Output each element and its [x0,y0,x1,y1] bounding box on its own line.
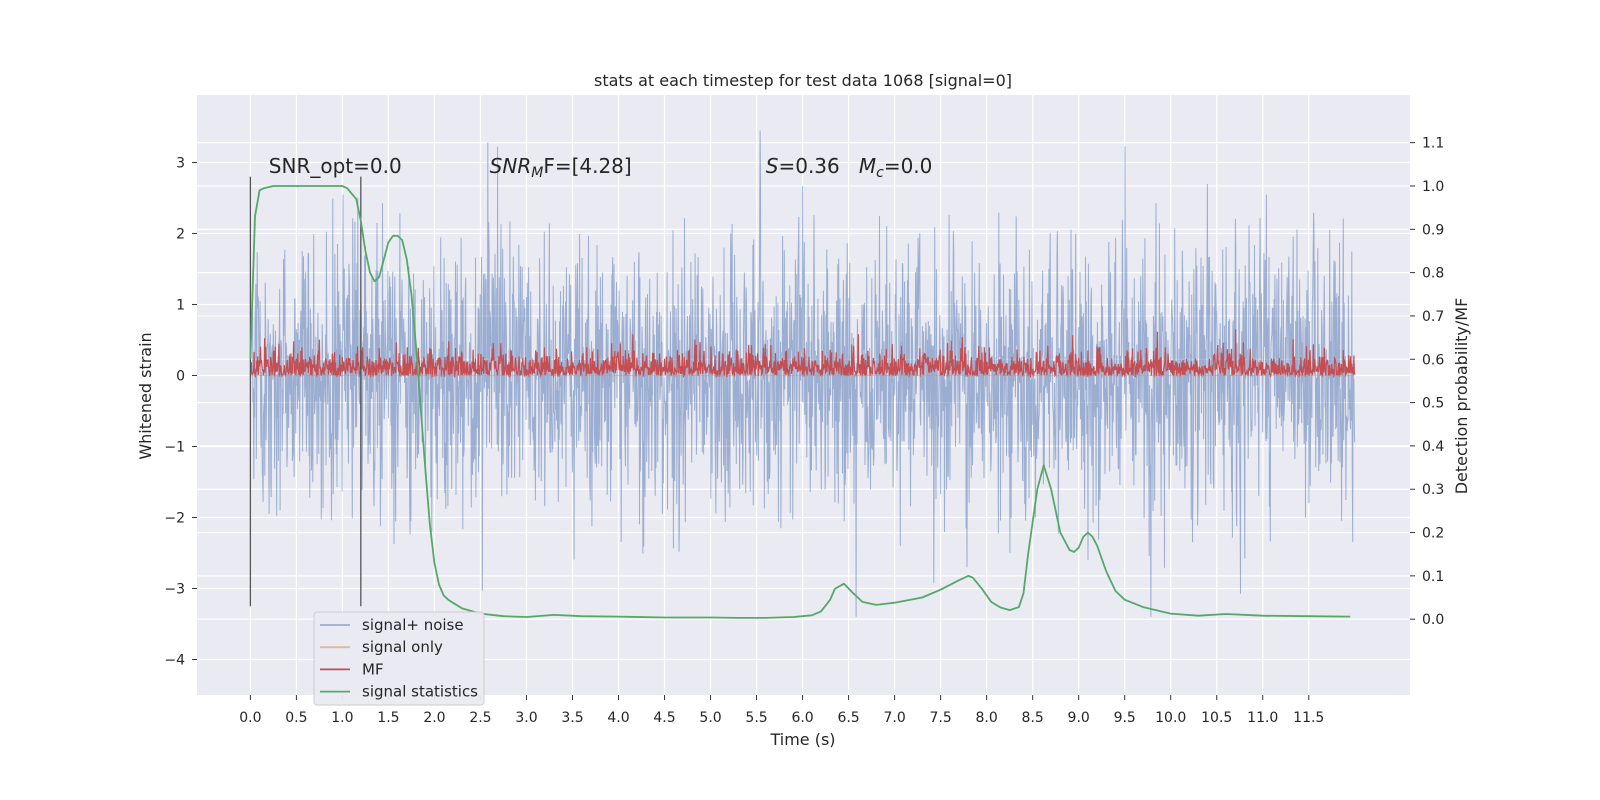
y2-tick-label: 0.2 [1422,526,1444,542]
y2-tick-label: 0.8 [1422,266,1444,282]
y2-axis-label: Detection probability/MF [1452,298,1471,495]
x-tick-label: 5.0 [699,710,721,726]
x-tick-label: 6.5 [837,710,859,726]
x-axis-ticks: 0.0 0.5 1.0 1.5 2.0 2.5 3.0 3.5 4.0 4.5 5.0 5.5 6.0 6… [239,695,1324,726]
legend-label: signal only [362,638,443,656]
x-tick-label: 9.0 [1068,710,1090,726]
x-tick-label: 1.0 [331,710,353,726]
y2-tick-label: 0.7 [1422,309,1444,325]
x-tick-label: 1.5 [377,710,399,726]
y-tick-label: −1 [164,439,185,455]
x-tick-label: 5.5 [745,710,767,726]
x-tick-label: 8.0 [976,710,998,726]
y-tick-label: 0 [176,368,185,384]
x-tick-label: 4.0 [607,710,629,726]
legend-label: signal statistics [362,683,478,701]
y2-tick-label: 0.5 [1422,396,1444,412]
x-tick-label: 11.5 [1293,710,1324,726]
y2-tick-label: 1.1 [1422,136,1444,152]
y-axis-label: Whitened strain [136,332,155,459]
series-signal-statistics [249,185,1351,619]
x-tick-label: 4.5 [653,710,675,726]
x-tick-label: 3.5 [561,710,583,726]
y2-tick-label: 0.6 [1422,352,1444,368]
annotation-snr-mf: SNRMF=[4.28] [490,154,632,181]
y-tick-label: 2 [176,226,185,242]
vertical-markers [249,176,362,607]
y-axis-ticks: 3 2 1 0 −1 −2 −3 −4 [164,155,197,668]
y-tick-label: 1 [176,297,185,313]
x-tick-label: 0.0 [239,710,261,726]
annotation-snr-opt: SNR_opt=0.0 [269,154,402,178]
annotation-s-mc: S=0.36 Mc=0.0 [766,154,933,181]
y-tick-label: −4 [164,652,185,668]
legend-label: signal+ noise [362,616,464,634]
y-tick-label: 3 [176,155,185,171]
x-tick-label: 10.0 [1155,710,1186,726]
x-tick-label: 7.5 [929,710,951,726]
x-tick-label: 11.0 [1247,710,1278,726]
mf-line [249,329,1356,379]
y-tick-label: −3 [164,581,185,597]
annotations: SNR_opt=0.0 SNRMF=[4.28] S=0.36 Mc=0.0 [269,154,933,181]
x-tick-label: 3.0 [515,710,537,726]
x-tick-label: 0.5 [285,710,307,726]
y2-tick-label: 0.3 [1422,482,1444,498]
x-tick-label: 2.5 [469,710,491,726]
series-signal-noise [249,130,1356,617]
y-tick-label: −2 [164,510,185,526]
x-tick-label: 8.5 [1022,710,1044,726]
x-tick-label: 10.5 [1201,710,1232,726]
y2-tick-label: 0.4 [1422,439,1444,455]
legend: signal+ noise signal only MF signal statist… [313,611,485,706]
x-axis-label: Time (s) [769,730,835,749]
signal-noise-line [249,130,1356,617]
signal-statistics-line [249,185,1351,619]
x-tick-label: 2.0 [423,710,445,726]
x-tick-label: 7.0 [883,710,905,726]
y2-tick-label: 0.9 [1422,222,1444,238]
y2-tick-label: 0.1 [1422,569,1444,585]
chart-title: stats at each timestep for test data 106… [594,71,1012,90]
x-tick-label: 9.5 [1114,710,1136,726]
x-tick-label: 6.0 [791,710,813,726]
series-mf [249,329,1356,379]
y2-axis-ticks: 1.1 1.0 0.9 0.8 0.7 0.6 0.5 0.4 0.3 0.2 0.1 0.0 [1410,136,1444,628]
legend-label: MF [362,660,384,678]
legend-box [313,611,485,706]
y2-tick-label: 1.0 [1422,179,1444,195]
y2-tick-label: 0.0 [1422,612,1444,628]
